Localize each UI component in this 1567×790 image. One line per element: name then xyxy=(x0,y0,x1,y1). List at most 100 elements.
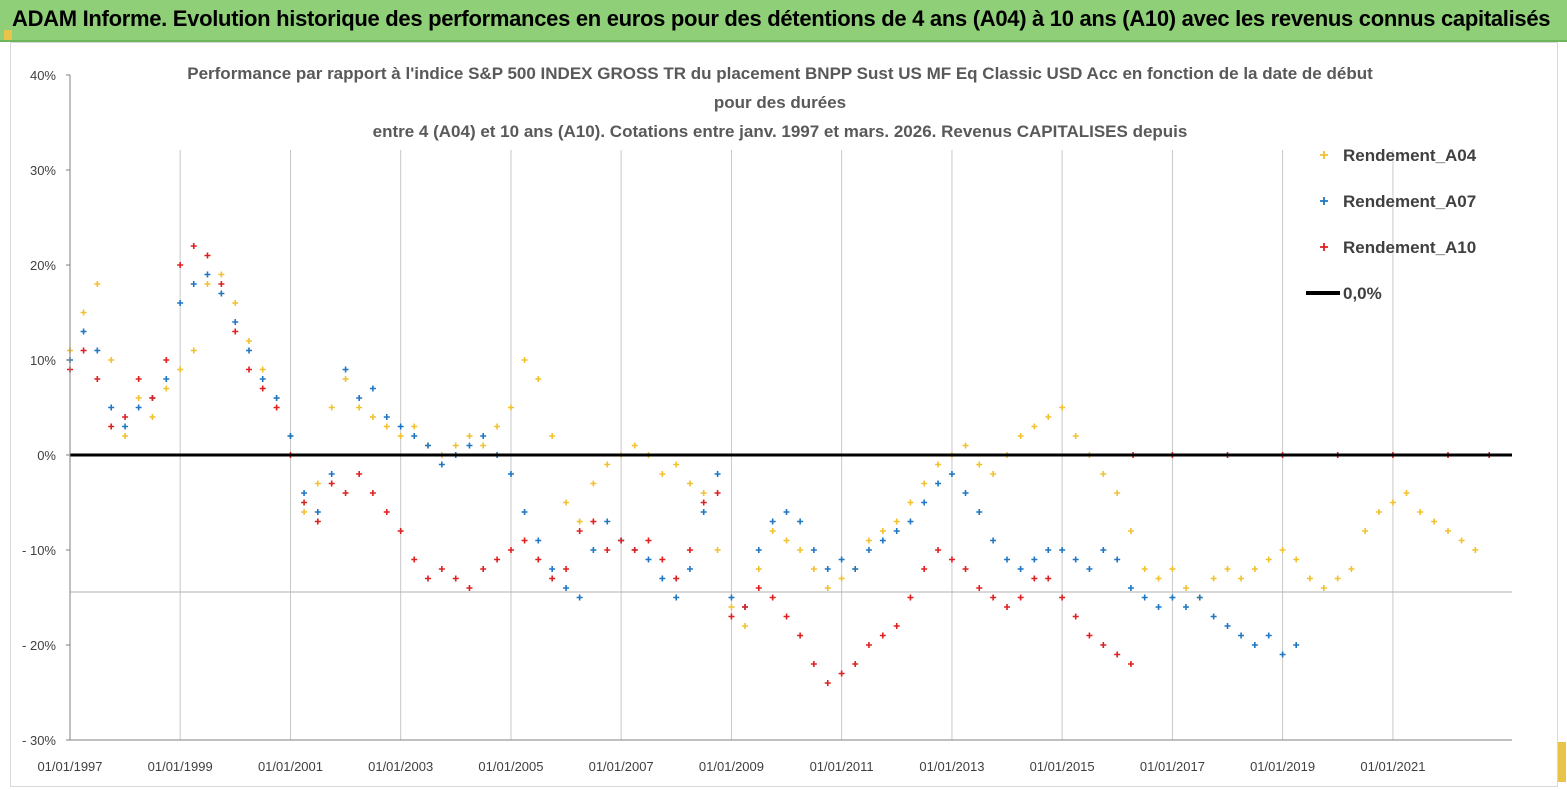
data-point xyxy=(865,537,872,544)
data-point xyxy=(824,680,831,686)
data-point xyxy=(824,566,831,572)
data-point xyxy=(563,585,570,591)
data-point xyxy=(314,509,321,515)
data-point xyxy=(1196,594,1203,601)
data-point xyxy=(218,271,225,278)
data-point xyxy=(369,385,376,392)
data-point xyxy=(893,623,900,629)
data-point xyxy=(1127,661,1134,667)
data-point xyxy=(728,594,735,601)
data-point xyxy=(342,376,349,382)
data-point xyxy=(1114,556,1121,563)
x-tick-label: 01/01/2003 xyxy=(368,759,433,774)
data-point xyxy=(383,414,390,420)
data-point xyxy=(149,395,156,401)
data-point xyxy=(797,547,804,553)
data-point xyxy=(369,490,376,496)
data-point xyxy=(1472,547,1479,553)
x-tick-label: 01/01/2011 xyxy=(810,759,874,774)
data-point xyxy=(810,566,817,572)
data-point xyxy=(438,461,445,468)
data-point xyxy=(742,604,749,610)
data-point xyxy=(383,509,390,515)
data-point xyxy=(838,670,845,677)
data-point xyxy=(659,575,666,582)
data-point xyxy=(990,594,997,601)
data-point xyxy=(438,566,445,572)
data-point xyxy=(673,461,680,468)
data-point xyxy=(397,423,404,430)
data-point xyxy=(1224,623,1231,629)
data-point xyxy=(1210,613,1217,620)
data-point xyxy=(424,442,431,449)
data-point xyxy=(204,271,211,278)
data-point xyxy=(1114,490,1121,496)
data-point xyxy=(590,547,597,553)
data-point xyxy=(273,395,280,401)
data-point xyxy=(962,442,969,449)
data-point xyxy=(921,480,928,487)
data-point xyxy=(783,509,790,515)
data-point xyxy=(1445,528,1452,534)
data-point xyxy=(1045,547,1052,553)
legend-plus-marker xyxy=(1320,197,1328,205)
data-point xyxy=(1265,632,1272,639)
data-point xyxy=(893,528,900,534)
data-point xyxy=(865,547,872,553)
x-tick-label: 01/01/2009 xyxy=(699,759,764,774)
data-point xyxy=(245,347,252,354)
data-point xyxy=(328,471,335,477)
data-point xyxy=(907,518,914,525)
corner-decoration xyxy=(1558,742,1566,782)
data-point xyxy=(1045,414,1052,420)
data-point xyxy=(590,518,597,525)
data-point xyxy=(1362,528,1369,534)
data-point xyxy=(1086,566,1093,572)
data-point xyxy=(1238,632,1245,639)
data-point xyxy=(273,404,280,411)
data-point xyxy=(1072,613,1079,620)
x-tick-label: 01/01/2021 xyxy=(1360,759,1425,774)
data-point xyxy=(673,575,680,582)
y-tick-label: - 30% xyxy=(22,733,56,748)
data-point xyxy=(1279,651,1286,658)
data-point xyxy=(1293,642,1300,648)
data-point xyxy=(576,518,583,525)
data-point xyxy=(1169,594,1176,601)
data-point xyxy=(177,262,184,268)
data-point xyxy=(962,490,969,496)
data-point xyxy=(232,300,239,306)
data-point xyxy=(301,499,308,506)
data-point xyxy=(1141,566,1148,572)
data-point xyxy=(1059,594,1066,601)
data-point xyxy=(810,547,817,553)
data-point xyxy=(494,556,501,563)
data-point xyxy=(397,528,404,534)
data-point xyxy=(314,480,321,487)
data-point xyxy=(1004,556,1011,563)
data-point xyxy=(108,357,115,363)
data-point xyxy=(563,566,570,572)
data-point xyxy=(576,594,583,601)
data-point xyxy=(397,433,404,439)
data-point xyxy=(1155,575,1162,582)
report-banner: ADAM Informe. Evolution historique des p… xyxy=(0,0,1567,42)
data-point xyxy=(728,604,735,610)
data-point xyxy=(507,471,514,477)
data-point xyxy=(232,328,239,335)
data-point xyxy=(1031,556,1038,563)
data-point xyxy=(948,471,955,477)
data-point xyxy=(755,585,762,591)
legend-plus-marker xyxy=(1320,151,1328,159)
data-point xyxy=(301,509,308,515)
data-point xyxy=(604,461,611,468)
data-point xyxy=(342,366,349,373)
data-point xyxy=(1417,509,1424,515)
data-point xyxy=(935,480,942,487)
data-point xyxy=(1238,575,1245,582)
legend-label: 0,0% xyxy=(1343,284,1382,303)
data-point xyxy=(466,442,473,449)
data-point xyxy=(1072,556,1079,563)
data-point xyxy=(1127,528,1134,534)
